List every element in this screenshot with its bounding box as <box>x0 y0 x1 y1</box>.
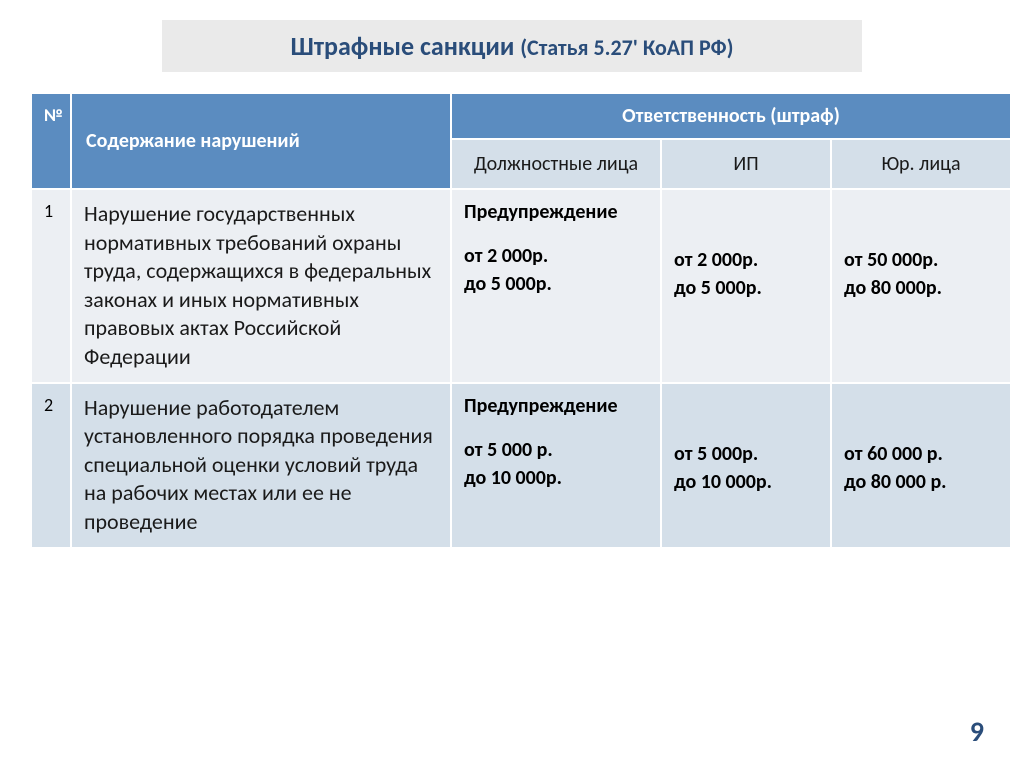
row-desc: Нарушение государственных нормативных тр… <box>71 189 451 383</box>
row-ip: от 2 000р. до 5 000р. <box>661 189 831 383</box>
page-title: Штрафные санкции (Статья 5.27' КоАП РФ) <box>162 20 862 72</box>
page-number: 9 <box>970 714 984 749</box>
row-ip: от 5 000р. до 10 000р. <box>661 383 831 548</box>
table-row: 2 Нарушение работодателем установленного… <box>31 383 1011 548</box>
row-officials: Предупреждение от 2 000р. до 5 000р. <box>451 189 661 383</box>
row-legal: от 60 000 р. до 80 000 р. <box>831 383 1011 548</box>
fine-range: от 2 000р. до 5 000р. <box>464 242 648 298</box>
th-num: № <box>31 93 71 189</box>
fine-range: от 50 000р. до 80 000р. <box>844 246 998 302</box>
th-sub-ip: ИП <box>661 139 831 189</box>
fine-range: от 5 000 р. до 10 000р. <box>464 436 648 492</box>
warning-label: Предупреждение <box>464 200 648 224</box>
th-desc: Содержание нарушений <box>71 93 451 189</box>
row-legal: от 50 000р. до 80 000р. <box>831 189 1011 383</box>
row-officials: Предупреждение от 5 000 р. до 10 000р. <box>451 383 661 548</box>
fine-range: от 5 000р. до 10 000р. <box>674 440 818 496</box>
table-row: 1 Нарушение государственных нормативных … <box>31 189 1011 383</box>
warning-label: Предупреждение <box>464 394 648 418</box>
th-resp: Ответственность (штраф) <box>451 93 1011 139</box>
penalties-table: № Содержание нарушений Ответственность (… <box>30 92 1012 549</box>
fine-range: от 60 000 р. до 80 000 р. <box>844 440 998 496</box>
row-num: 1 <box>31 189 71 383</box>
title-main: Штрафные санкции <box>291 30 521 62</box>
row-desc: Нарушение работодателем установленного п… <box>71 383 451 548</box>
th-sub-legal: Юр. лица <box>831 139 1011 189</box>
th-sub-officials: Должностные лица <box>451 139 661 189</box>
fine-range: от 2 000р. до 5 000р. <box>674 246 818 302</box>
title-sub: (Статья 5.27' КоАП РФ) <box>520 34 733 61</box>
row-num: 2 <box>31 383 71 548</box>
